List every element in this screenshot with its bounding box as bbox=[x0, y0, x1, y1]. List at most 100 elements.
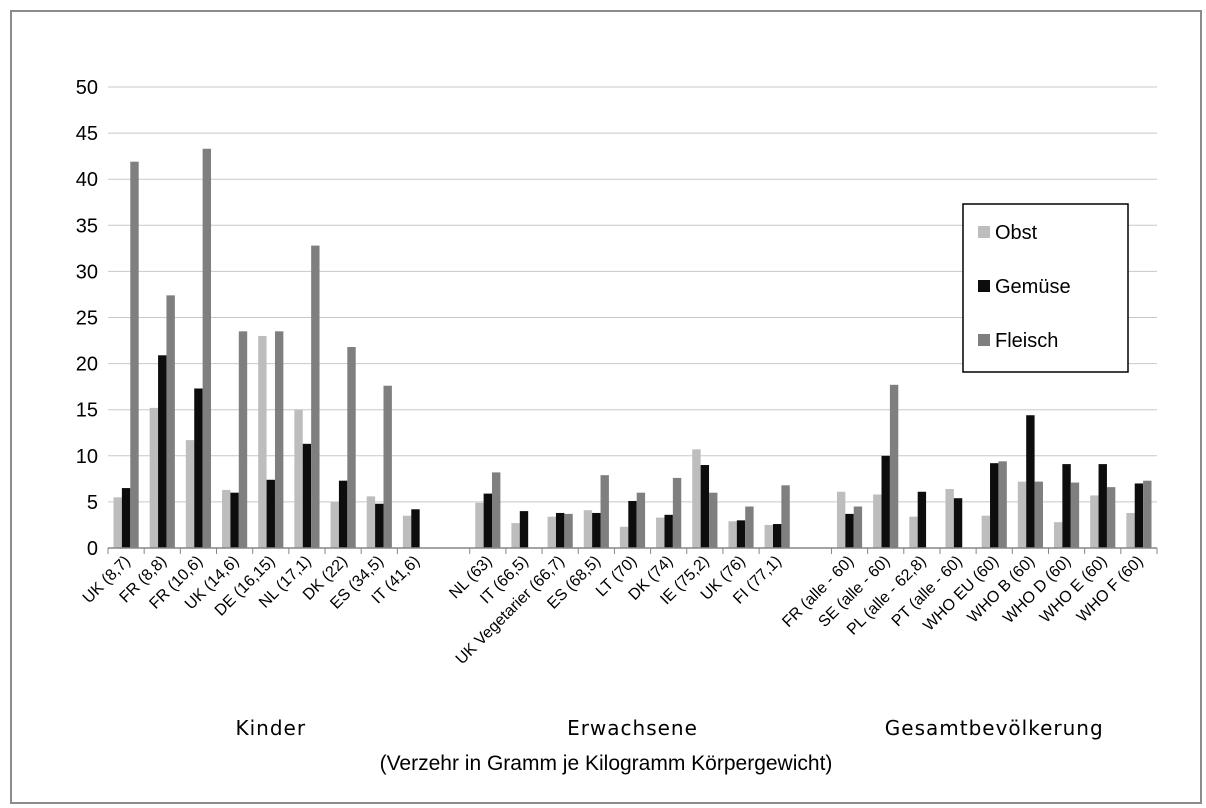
bar-gemüse bbox=[917, 491, 927, 548]
bar-obst bbox=[1053, 522, 1063, 548]
bar-obst bbox=[583, 510, 593, 548]
y-tick-label: 20 bbox=[76, 354, 98, 376]
bar-obst bbox=[764, 524, 773, 548]
bar-obst bbox=[366, 496, 376, 548]
bar-gemüse bbox=[1026, 415, 1035, 548]
group-label: Erwachsene bbox=[567, 716, 698, 740]
legend-label: Fleisch bbox=[995, 330, 1058, 352]
bar-fleisch bbox=[1143, 480, 1152, 548]
bar-obst bbox=[185, 440, 195, 548]
bar-gemüse bbox=[772, 524, 782, 548]
bar-gemüse bbox=[302, 443, 312, 548]
y-tick-label: 5 bbox=[87, 492, 98, 514]
bar-obst bbox=[873, 494, 882, 548]
bar-fleisch bbox=[998, 461, 1007, 548]
bar-fleisch bbox=[347, 347, 356, 548]
bar-fleisch bbox=[853, 506, 863, 548]
bar-fleisch bbox=[672, 477, 682, 548]
bar-fleisch bbox=[311, 245, 320, 549]
bar-obst bbox=[149, 407, 159, 548]
y-tick-label: 50 bbox=[76, 77, 98, 99]
bar-gemüse bbox=[1098, 464, 1107, 548]
bar-fleisch bbox=[1106, 487, 1116, 548]
bar-obst bbox=[222, 489, 231, 548]
bar-obst bbox=[1017, 481, 1027, 548]
legend-label: Obst bbox=[995, 222, 1038, 244]
group-label: Gesamtbevölkerung bbox=[885, 716, 1104, 740]
x-category-labels: UK (8,7)FR (8,8)FR (10,6)UK (14,6)DE (16… bbox=[80, 548, 1158, 668]
bar-obst bbox=[402, 515, 412, 548]
y-tick-label: 0 bbox=[87, 538, 98, 560]
bar-obst bbox=[728, 521, 737, 548]
bar-fleisch bbox=[383, 385, 392, 548]
bar-gemüse bbox=[158, 355, 167, 548]
bar-gemüse bbox=[194, 388, 203, 548]
bar-gemüse bbox=[1134, 483, 1144, 548]
bar-gemüse bbox=[555, 512, 565, 548]
y-tick-label: 30 bbox=[76, 261, 98, 283]
y-tick-label: 25 bbox=[76, 308, 98, 330]
y-axis-ticks: 0 5 10 15 20 25 30 35 40 45 50 bbox=[76, 77, 98, 560]
x-axis-title: (Verzehr in Gramm je Kilogramm Körpergew… bbox=[380, 752, 833, 775]
bar-fleisch bbox=[1034, 481, 1043, 548]
bar-obst bbox=[511, 523, 520, 548]
bar-obst bbox=[547, 516, 556, 548]
bar-gemüse bbox=[483, 493, 493, 548]
bar-gemüse bbox=[700, 465, 710, 548]
y-tick-label: 40 bbox=[76, 169, 98, 191]
bar-gemüse bbox=[953, 498, 963, 548]
group-label: Kinder bbox=[235, 716, 306, 740]
bar-gemüse bbox=[990, 463, 999, 548]
bar-gemüse bbox=[519, 511, 529, 548]
legend: Obst Gemüse Fleisch bbox=[962, 203, 1129, 373]
y-tick-label: 45 bbox=[76, 123, 98, 145]
bar-obst bbox=[113, 497, 122, 548]
bar-fleisch bbox=[709, 492, 718, 548]
legend-swatch bbox=[978, 280, 990, 292]
bar-fleisch bbox=[781, 485, 790, 548]
bar-fleisch bbox=[130, 161, 139, 548]
bar-obst bbox=[656, 517, 665, 548]
bar-fleisch bbox=[745, 506, 754, 548]
bar-obst bbox=[1090, 495, 1099, 548]
bar-obst bbox=[981, 515, 991, 548]
bar-gemüse bbox=[230, 492, 239, 548]
group-labels: Kinder Erwachsene Gesamtbevölkerung bbox=[235, 716, 1104, 740]
bar-fleisch bbox=[636, 492, 646, 548]
y-tick-label: 15 bbox=[76, 400, 98, 422]
bar-obst bbox=[692, 449, 701, 548]
bar-fleisch bbox=[889, 384, 899, 548]
bar-obst bbox=[294, 409, 303, 548]
bar-gemüse bbox=[375, 503, 384, 548]
bar-obst bbox=[909, 516, 918, 548]
bar-gemüse bbox=[736, 520, 746, 548]
bars bbox=[113, 148, 1152, 549]
bar-gemüse bbox=[338, 480, 348, 548]
legend-swatch bbox=[978, 334, 990, 346]
bar-obst bbox=[475, 502, 484, 548]
bar-fleisch bbox=[274, 331, 284, 548]
bar-gemüse bbox=[266, 479, 275, 548]
bar-gemüse bbox=[121, 488, 131, 548]
legend-box bbox=[962, 203, 1129, 373]
bar-fleisch bbox=[600, 475, 609, 548]
bar-fleisch bbox=[238, 331, 248, 548]
bar-gemüse bbox=[881, 455, 890, 548]
bar-obst bbox=[836, 491, 846, 548]
bar-fleisch bbox=[1070, 482, 1080, 548]
bar-gemüse bbox=[845, 513, 854, 548]
bar-gemüse bbox=[628, 500, 637, 548]
bar-obst bbox=[330, 501, 339, 548]
bar-gemüse bbox=[1062, 464, 1071, 548]
bar-obst bbox=[619, 526, 629, 548]
bar-fleisch bbox=[564, 513, 573, 548]
bar-gemüse bbox=[664, 514, 673, 548]
bar-gemüse bbox=[411, 509, 420, 548]
legend-label: Gemüse bbox=[995, 276, 1071, 298]
bar-obst bbox=[1126, 512, 1135, 548]
bar-obst bbox=[258, 335, 267, 548]
bar-obst bbox=[945, 488, 954, 548]
legend-swatch bbox=[978, 226, 990, 238]
bar-fleisch bbox=[492, 472, 501, 548]
